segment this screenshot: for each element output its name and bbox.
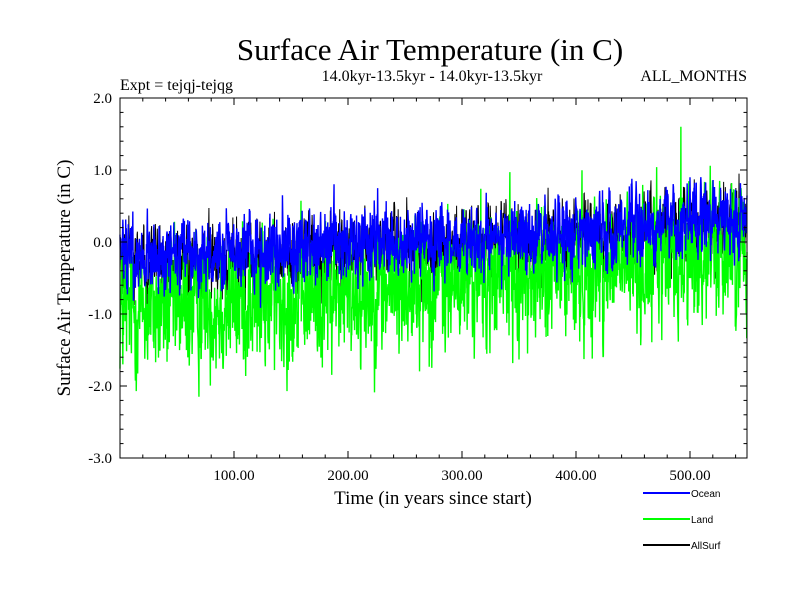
months-label: ALL_MONTHS	[640, 68, 747, 85]
x-tick-label: 100.00	[213, 468, 254, 484]
x-tick-label: 400.00	[555, 468, 596, 484]
x-tick-label: 200.00	[327, 468, 368, 484]
legend-label-allsurf: AllSurf	[691, 541, 721, 552]
x-tick-label: 500.00	[669, 468, 710, 484]
period-label: 14.0kyr-13.5kyr - 14.0kyr-13.5kyr	[322, 68, 543, 85]
legend: Ocean Land AllSurf	[643, 489, 721, 552]
experiment-label: Expt = tejqj-tejqg	[120, 77, 233, 94]
y-axis-label: Surface Air Temperature (in C)	[54, 160, 75, 397]
y-tick-label: 1.0	[93, 163, 112, 179]
chart-title: Surface Air Temperature (in C)	[237, 32, 623, 67]
y-tick-label: -3.0	[88, 451, 112, 467]
y-tick-label: 2.0	[93, 91, 112, 107]
series-layer	[119, 126, 748, 397]
x-tick-label: 300.00	[441, 468, 482, 484]
legend-label-ocean: Ocean	[691, 489, 720, 500]
axes-layer: 100.00 200.00 300.00 400.00 500.00 2.0 1.0 0.0 -…	[88, 91, 747, 484]
plot-frame	[119, 97, 748, 459]
legend-label-land: Land	[691, 515, 713, 526]
y-tick-label: 0.0	[93, 235, 112, 251]
series-line-ocean	[119, 177, 748, 308]
x-axis-label: Time (in years since start)	[334, 488, 532, 509]
y-tick-label: -2.0	[88, 379, 112, 395]
y-tick-label: -1.0	[88, 307, 112, 323]
